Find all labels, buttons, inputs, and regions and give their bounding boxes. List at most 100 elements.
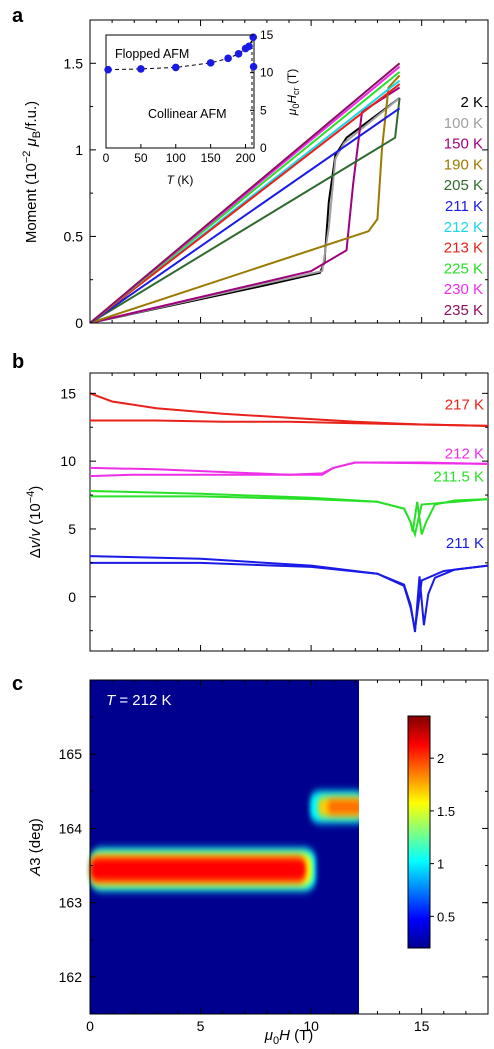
ytick-label: 1.5 [64,55,84,71]
panel-b-ylabel: Δv/v (10−4) [25,486,44,559]
ytick-label: 0 [68,589,76,605]
inset-xtick-label: 0 [103,151,110,165]
inset-point [171,63,180,72]
ytick-label: 0 [75,315,83,331]
inset-point [234,50,243,58]
xtick-label: 0 [86,1018,94,1034]
series-line-205-K [90,97,401,323]
series-line-211-K [90,561,488,630]
inset-ytick-label: 0 [260,141,267,155]
panel-a-series [90,62,401,323]
inset-point [137,65,145,73]
legend-label: 230 K [444,281,483,298]
heatmap-feature-low-field-peak [90,857,306,882]
legend-label: 225 K [444,260,483,277]
colorbar-tick-label: 1.5 [437,804,455,819]
heatmap-background [90,680,359,1014]
series-label: 217 K [445,397,484,414]
inset-ylabel: μ0Hcr (T) [285,69,301,116]
inset-label-flopped: Flopped AFM [115,47,189,61]
series-line-213-K [90,83,401,323]
xtick-label: 10 [303,1018,319,1034]
series-line-211-K [90,555,488,633]
inset-ticks: 0 50 100 150 200 0 5 10 15 [103,28,274,165]
inset-frame [105,34,255,149]
series-label: 212 K [445,446,484,463]
series-line-235-K [90,62,401,323]
panel-a-ylabel: Moment (10−2 μB/f.u.) [21,101,43,243]
legend-label: 213 K [444,240,483,257]
legend-label: 235 K [444,302,483,319]
colorbar-ticks: 0.5 1 1.5 2 [430,751,455,924]
panel-a-inset: 0 50 100 150 200 0 5 10 15 Flopped AFM Collinear… [103,28,301,187]
inset-label-collinear: Collinear AFM [148,107,227,121]
panel-a-ticks: 0 0.5 1 1.5 [64,20,489,331]
inset-xlabel: T (K) [167,173,194,187]
xtick-label: 15 [414,1018,430,1034]
inset-xtick-label: 100 [166,151,186,165]
xtick-label: 5 [197,1018,205,1034]
series-label: 211 K [446,535,484,552]
heatmap-feature-high-field-peak [328,800,362,814]
ytick-label: 0.5 [64,228,84,244]
inset-ytick-label: 15 [260,28,274,42]
inset-point [104,65,112,74]
ytick-label: 162 [59,969,83,985]
legend-label: 211 K [445,198,483,215]
heatmap-features [90,791,365,891]
inset-point [245,42,253,51]
colorbar-gradient [407,715,431,949]
inset-xtick-label: 150 [201,151,221,165]
inset-point [249,62,258,71]
legend-label: 2 K [460,94,483,111]
series-line-212-K [90,461,488,476]
legend-label: 190 K [444,156,483,173]
series-line-217-K [90,419,488,427]
inset-ytick-label: 10 [260,66,274,80]
series-line-2-K [90,97,401,323]
inset-ytick-label: 5 [260,103,267,117]
panel-c-annotation: T = 212 K [106,692,171,709]
panel-letter-c: c [12,673,23,695]
colorbar-tick-label: 2 [437,751,444,766]
legend-label: 212 K [444,219,483,236]
panel-b-labels: 217 K 212 K 211.5 K 211 K [433,397,484,552]
inset-point [224,54,232,63]
panel-a-legend: 2 K 100 K 150 K 190 K 205 K 211 K 212 K 213 K 22… [444,94,483,319]
legend-label: 150 K [444,136,483,153]
ytick-label: 164 [59,820,83,836]
series-line-190-K [90,74,401,323]
panel-c-ticks: 162 163 164 165 0 5 10 15 [59,679,489,1034]
ytick-label: 165 [59,746,83,762]
ytick-label: 15 [60,385,76,401]
ytick-label: 163 [59,895,83,911]
inset-xtick-label: 200 [236,151,256,165]
inset-point [206,59,215,67]
series-line-211-K [90,107,401,323]
panel-b-series [90,392,488,633]
panel-b-ticks: 0 5 10 15 [60,373,489,651]
panel-b-frame [89,372,489,652]
legend-label: 100 K [444,115,483,132]
series-line-212-K [90,461,488,478]
ytick-label: 5 [68,521,76,537]
series-label: 211.5 K [433,469,484,486]
legend-label: 205 K [444,177,483,194]
panel-c-xlabel: μ0H (T) [264,1027,314,1044]
ytick-label: 10 [60,453,76,469]
series-line-100-K [90,97,401,323]
panel-c-ylabel: A3 (deg) [27,818,44,877]
ytick-label: 1 [75,142,83,158]
series-line-211.5-K [90,490,488,535]
series-line-211.5-K [90,495,488,538]
colorbar-tick-label: 0.5 [437,909,455,924]
panel-letter-a: a [12,5,24,27]
panel-c: 162 163 164 165 0 5 10 15 T = 212 K A3 (deg) μ0… [27,679,489,1047]
colorbar-tick-label: 1 [437,857,444,872]
colorbar: 0.5 1 1.5 2 [407,715,455,949]
panel-b: 0 5 10 15 Δv/v (10−4) 217 K 212 K 211.5 K 211 … [25,372,489,652]
panel-a: 0 0.5 1 1.5 Moment (10−2 μB/f.u.) 2 K 100 K 1… [21,19,489,331]
panel-letter-b: b [12,351,24,373]
inset-xtick-label: 50 [134,151,148,165]
